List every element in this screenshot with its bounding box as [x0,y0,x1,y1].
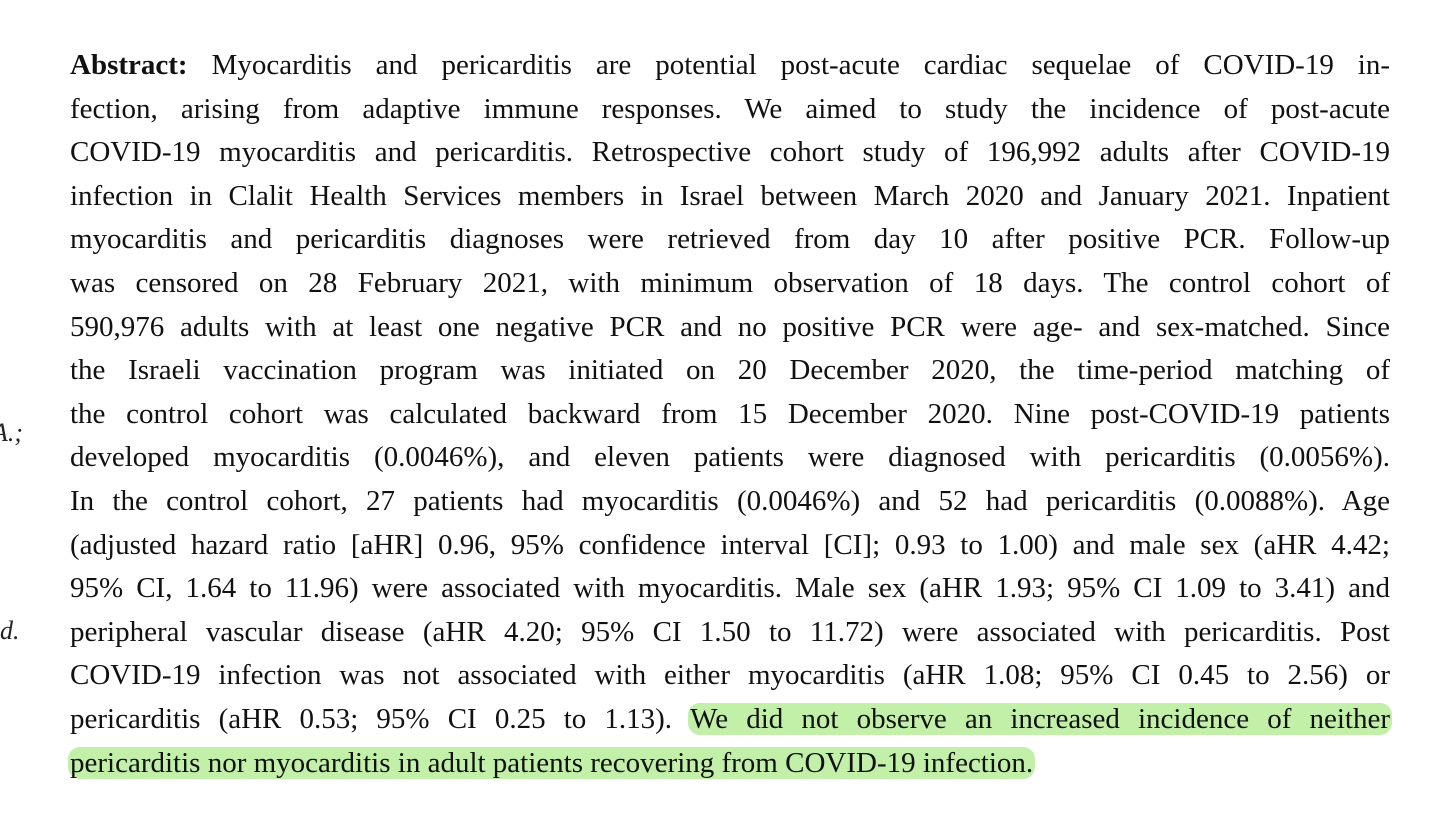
text: COVID-19 myocarditis and pericarditis. R… [70,136,1390,169]
text: infection in Clalit Health Services memb… [70,179,1390,212]
text: myocarditis and pericarditis diagnoses w… [70,223,1390,256]
highlighted-text: pericarditis nor myocarditis in adult pa… [68,746,1036,779]
text-line: was censored on 28 February 2021, with m… [70,265,1390,301]
text-line: infection in Clalit Health Services memb… [70,178,1390,214]
text: developed myocarditis (0.0046%), and ele… [70,441,1390,474]
text-line: the Israeli vaccination program was init… [70,352,1390,388]
text: the Israeli vaccination program was init… [70,354,1390,387]
text-line: COVID-19 infection was not associated wi… [70,657,1390,693]
text: 95% CI, 1.64 to 11.96) were associated w… [70,572,1390,605]
text: the control cohort was calculated backwa… [70,397,1390,430]
text-line: (adjusted hazard ratio [aHR] 0.96, 95% c… [70,527,1390,563]
text-line: pericarditis (aHR 0.53; 95% CI 0.25 to 1… [70,701,1392,737]
text: (adjusted hazard ratio [aHR] 0.96, 95% c… [70,528,1390,561]
text-line: In the control cohort, 27 patients had m… [70,483,1390,519]
text-line: COVID-19 myocarditis and pericarditis. R… [70,134,1390,170]
text-line: the control cohort was calculated backwa… [70,396,1390,432]
highlighted-text: We did not observe an increased incidenc… [688,703,1392,735]
text: fection, arising from adaptive immune re… [70,92,1390,125]
text: pericarditis (aHR 0.53; 95% CI 0.25 to 1… [70,703,673,735]
text: In the control cohort, 27 patients had m… [70,485,1390,517]
text: 590,976 adults with at least one negativ… [70,310,1390,343]
text-line: pericarditis nor myocarditis in adult pa… [68,745,1390,781]
text-line: myocarditis and pericarditis diagnoses w… [70,221,1390,257]
abstract-label: Abstract: [70,49,188,81]
text: COVID-19 infection was not associated wi… [70,659,1390,692]
text-line: peripheral vascular disease (aHR 4.20; 9… [70,614,1390,650]
text: peripheral vascular disease (aHR 4.20; 9… [70,615,1390,648]
text-line: developed myocarditis (0.0046%), and ele… [70,439,1390,475]
text-line: Abstract: Myocarditis and pericarditis a… [70,47,1390,83]
margin-note: A.; [0,418,24,447]
margin-note: d. [0,616,20,645]
text-line: 590,976 adults with at least one negativ… [70,309,1390,345]
text: Myocarditis and pericarditis are potenti… [211,49,1391,81]
text-line: fection, arising from adaptive immune re… [70,91,1390,127]
text-line: 95% CI, 1.64 to 11.96) were associated w… [70,570,1390,606]
text: was censored on 28 February 2021, with m… [70,267,1390,299]
